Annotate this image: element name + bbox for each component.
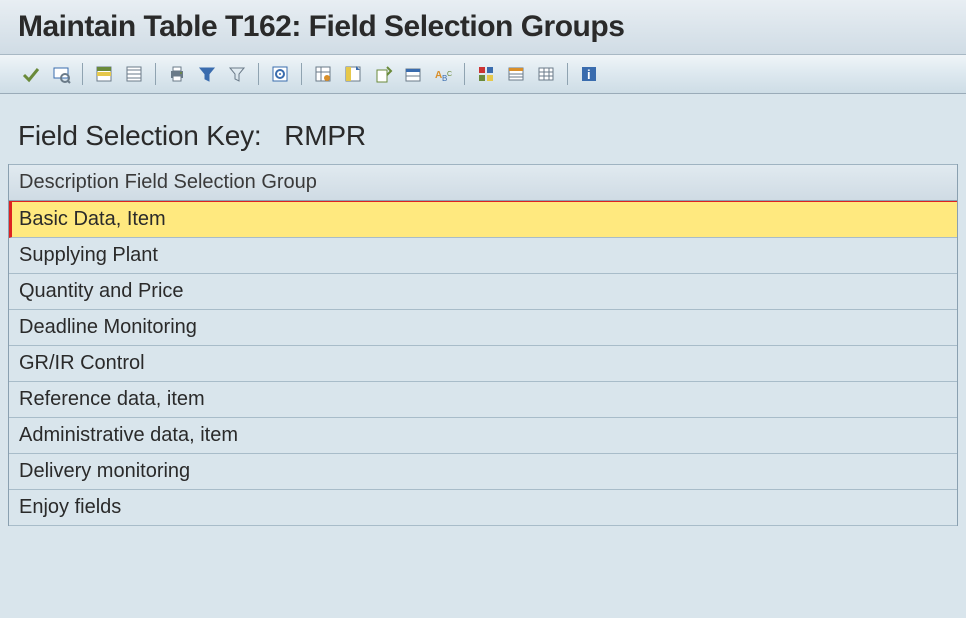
print-icon [167, 64, 187, 84]
export-icon [373, 64, 393, 84]
toolbar-separator [567, 63, 568, 85]
field-selection-key-value: RMPR [284, 120, 366, 151]
content-area: Field Selection Key: RMPR Description Fi… [0, 94, 966, 526]
toolbar-separator [464, 63, 465, 85]
variant-icon [403, 64, 423, 84]
table-row[interactable]: GR/IR Control [9, 346, 957, 382]
abc-analysis-icon: ABC [433, 64, 453, 84]
deselect-all-button[interactable] [121, 61, 147, 87]
table-row[interactable]: Enjoy fields [9, 490, 957, 526]
select-all-button[interactable] [91, 61, 117, 87]
list-view-icon [506, 64, 526, 84]
variant-button[interactable] [400, 61, 426, 87]
export-button[interactable] [370, 61, 396, 87]
table-body: Basic Data, Item Supplying Plant Quantity … [9, 201, 957, 526]
deselect-all-icon [124, 64, 144, 84]
grid-view-icon [476, 64, 496, 84]
row-description: Administrative data, item [19, 424, 238, 446]
table-row[interactable]: Administrative data, item [9, 418, 957, 454]
table-row[interactable]: Supplying Plant [9, 238, 957, 274]
row-description: Reference data, item [19, 388, 205, 410]
page-title: Maintain Table T162: Field Selection Gro… [18, 10, 948, 44]
row-description: Enjoy fields [19, 496, 121, 518]
toolbar-separator [301, 63, 302, 85]
info-button[interactable]: i [576, 61, 602, 87]
details-button[interactable] [267, 61, 293, 87]
table-row[interactable]: Deadline Monitoring [9, 310, 957, 346]
field-selection-key-header: Field Selection Key: RMPR [8, 106, 958, 164]
row-description: Quantity and Price [19, 280, 184, 302]
field-selection-table: Description Field Selection Group Basic … [8, 164, 958, 526]
info-icon: i [579, 64, 599, 84]
svg-text:C: C [447, 71, 452, 78]
row-description: Deadline Monitoring [19, 316, 197, 338]
title-bar: Maintain Table T162: Field Selection Gro… [0, 0, 966, 55]
column-config-button[interactable] [340, 61, 366, 87]
filter-button[interactable] [194, 61, 220, 87]
row-description: Supplying Plant [19, 244, 158, 266]
abc-analysis-button[interactable]: ABC [430, 61, 456, 87]
svg-text:i: i [587, 67, 591, 82]
accept-icon [21, 64, 41, 84]
table-row[interactable]: Basic Data, Item [9, 201, 957, 238]
row-description: Basic Data, Item [19, 208, 166, 230]
table-row[interactable]: Reference data, item [9, 382, 957, 418]
print-preview-button[interactable] [48, 61, 74, 87]
row-description: Delivery monitoring [19, 460, 190, 482]
table-row[interactable]: Delivery monitoring [9, 454, 957, 490]
spreadsheet-button[interactable] [533, 61, 559, 87]
print-preview-icon [51, 64, 71, 84]
toolbar-separator [155, 63, 156, 85]
row-description: GR/IR Control [19, 352, 145, 374]
toolbar: ABC i [0, 55, 966, 94]
print-button[interactable] [164, 61, 190, 87]
filter-clear-button[interactable] [224, 61, 250, 87]
field-selection-key-label: Field Selection Key: [18, 120, 261, 151]
table-settings-icon [313, 64, 333, 84]
details-icon [270, 64, 290, 84]
table-row[interactable]: Quantity and Price [9, 274, 957, 310]
select-all-icon [94, 64, 114, 84]
accept-button[interactable] [18, 61, 44, 87]
toolbar-separator [82, 63, 83, 85]
filter-clear-icon [227, 64, 247, 84]
app-root: Maintain Table T162: Field Selection Gro… [0, 0, 966, 618]
table-settings-button[interactable] [310, 61, 336, 87]
toolbar-separator [258, 63, 259, 85]
filter-icon [197, 64, 217, 84]
column-description: Description Field Selection Group [19, 171, 317, 193]
grid-view-button[interactable] [473, 61, 499, 87]
list-view-button[interactable] [503, 61, 529, 87]
spreadsheet-icon [536, 64, 556, 84]
table-header: Description Field Selection Group [9, 164, 957, 201]
column-config-icon [343, 64, 363, 84]
